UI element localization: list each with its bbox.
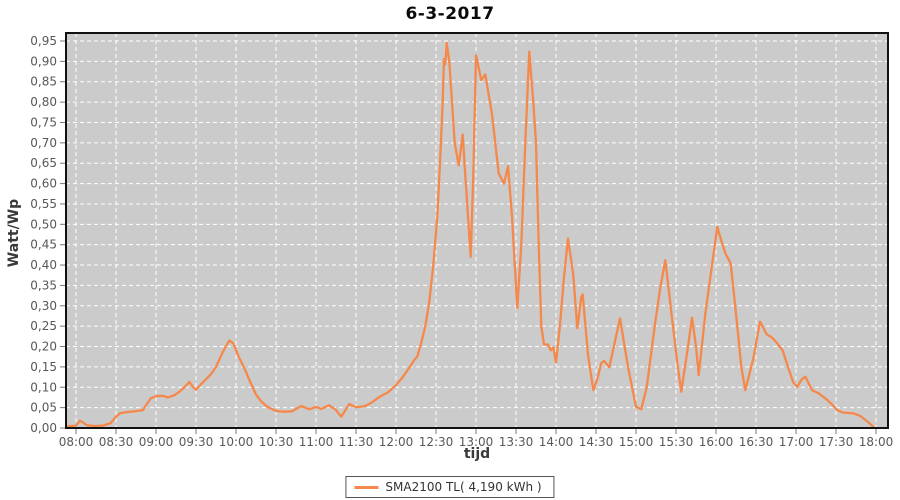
x-tick-label: 16:00 [699, 435, 734, 449]
x-tick-label: 11:00 [299, 435, 334, 449]
y-tick-label: 0,65 [30, 156, 57, 170]
x-tick-label: 16:30 [739, 435, 774, 449]
x-tick-label: 09:00 [139, 435, 174, 449]
y-tick-label: 0,80 [30, 95, 57, 109]
y-tick-label: 0,00 [30, 421, 57, 435]
y-tick-label: 0,40 [30, 258, 57, 272]
y-tick-label: 0,60 [30, 177, 57, 191]
x-tick-label: 14:00 [539, 435, 574, 449]
x-axis-title: tijd [463, 446, 491, 462]
x-tick-label: 10:00 [219, 435, 254, 449]
y-tick-label: 0,20 [30, 340, 57, 354]
series-line-sma2100 [65, 41, 875, 428]
plot-border [65, 32, 889, 429]
y-tick-label: 0,50 [30, 217, 57, 231]
x-tick-label: 15:30 [659, 435, 694, 449]
x-tick-label: 12:00 [379, 435, 414, 449]
chart-title: 6-3-2017 [405, 4, 495, 24]
y-axis-title: Watt/Wp [6, 198, 22, 268]
x-tick-label: 13:00 [459, 435, 494, 449]
x-tick-label: 08:00 [59, 435, 94, 449]
y-tick-label: 0,35 [30, 278, 57, 292]
y-tick-label: 0,25 [30, 319, 57, 333]
x-tick-label: 15:00 [619, 435, 654, 449]
x-tick-label: 11:30 [339, 435, 374, 449]
x-tick-label: 10:30 [259, 435, 294, 449]
legend-label: SMA2100 TL( 4,190 kWh ) [385, 480, 542, 494]
x-tick-label: 12:30 [419, 435, 454, 449]
x-tick-label: 17:00 [779, 435, 814, 449]
plot-area [66, 33, 888, 428]
y-tick-label: 0,85 [30, 75, 57, 89]
y-tick-label: 0,75 [30, 115, 57, 129]
y-tick-label: 0,15 [30, 360, 57, 374]
x-tick-label: 14:30 [579, 435, 614, 449]
x-tick-label: 18:00 [859, 435, 894, 449]
x-tick-label: 17:30 [819, 435, 854, 449]
y-tick-label: 0,45 [30, 238, 57, 252]
y-tick-label: 0,05 [30, 401, 57, 415]
y-tick-label: 0,30 [30, 299, 57, 313]
y-tick-label: 0,70 [30, 136, 57, 150]
x-tick-label: 13:30 [499, 435, 534, 449]
x-tick-label: 09:30 [179, 435, 214, 449]
y-tick-label: 0,55 [30, 197, 57, 211]
y-tick-label: 0,90 [30, 54, 57, 68]
x-tick-label: 08:30 [99, 435, 134, 449]
y-tick-label: 0,95 [30, 34, 57, 48]
legend-box: SMA2100 TL( 4,190 kWh ) [345, 476, 555, 498]
y-tick-label: 0,10 [30, 380, 57, 394]
legend-line-swatch [354, 485, 379, 489]
